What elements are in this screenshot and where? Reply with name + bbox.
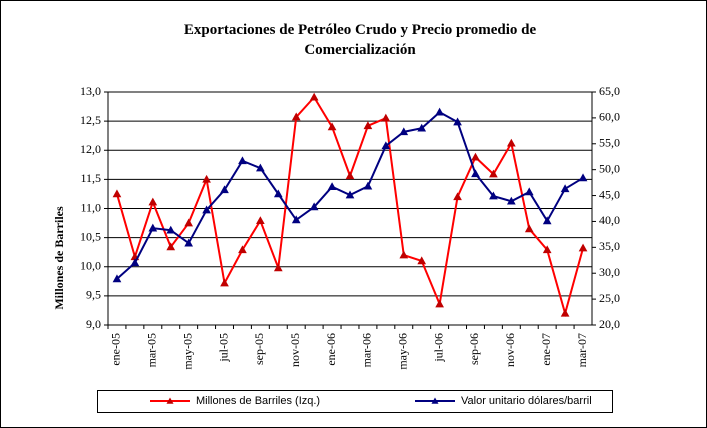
point-marker	[435, 299, 444, 308]
y-tick-label: 9,5	[86, 288, 101, 302]
point-marker	[363, 121, 373, 130]
y2-tick-label: 25,0	[599, 291, 620, 305]
point-marker	[202, 205, 211, 214]
point-marker	[381, 113, 391, 122]
point-marker	[542, 216, 552, 225]
point-marker	[166, 225, 176, 234]
x-tick-label: ene-07	[539, 333, 553, 366]
y2-tick-label: 35,0	[599, 239, 620, 253]
point-marker	[220, 185, 229, 194]
x-tick-label: sep-05	[252, 333, 266, 365]
point-marker	[578, 243, 588, 252]
point-marker	[506, 138, 516, 147]
y-tick-label: 11,5	[80, 171, 101, 185]
point-marker	[471, 152, 480, 161]
x-tick-label: jul-05	[216, 333, 230, 363]
point-marker	[309, 92, 319, 101]
y-tick-label: 11,0	[80, 200, 101, 214]
plot-frame	[107, 91, 593, 326]
point-marker	[291, 215, 301, 224]
y2-tick-label: 20,0	[599, 317, 620, 331]
legend-marker	[166, 397, 174, 404]
legend-label: Valor unitario dólares/barril	[461, 395, 592, 407]
point-marker	[399, 250, 409, 259]
point-marker	[220, 278, 229, 287]
point-marker	[453, 117, 462, 126]
point-marker	[327, 182, 337, 191]
point-marker	[202, 174, 211, 183]
point-marker	[489, 191, 498, 200]
point-marker	[578, 173, 588, 182]
point-marker	[345, 171, 355, 180]
y2-tick-label: 45,0	[599, 187, 620, 201]
chart-title: Exportaciones de Petróleo Crudo y Precio…	[183, 22, 537, 58]
point-marker	[345, 190, 355, 199]
y2-tick-label: 50,0	[599, 161, 620, 175]
x-tick-label: mar-05	[145, 333, 159, 367]
y2-tick-label: 65,0	[599, 84, 620, 98]
y2-tick-label: 55,0	[599, 136, 620, 150]
point-marker	[112, 189, 122, 198]
point-marker	[506, 196, 516, 205]
point-marker	[453, 192, 462, 201]
point-marker	[291, 112, 301, 121]
point-marker	[524, 224, 534, 233]
y-tick-label: 10,5	[80, 229, 101, 243]
point-marker	[524, 187, 534, 196]
x-tick-label: may-06	[396, 333, 410, 370]
point-marker	[381, 141, 391, 150]
point-marker	[148, 197, 158, 206]
y-tick-label: 13,0	[80, 84, 101, 98]
point-marker	[184, 238, 194, 247]
x-tick-label: mar-06	[360, 333, 374, 367]
point-marker	[471, 169, 480, 178]
x-tick-label: jul-06	[431, 333, 445, 363]
x-tick-label: nov-05	[288, 333, 302, 367]
point-marker	[309, 202, 319, 211]
x-tick-label: mar-07	[575, 333, 589, 367]
point-marker	[363, 181, 373, 190]
point-marker	[148, 223, 158, 232]
point-marker	[435, 107, 444, 116]
point-marker	[489, 169, 498, 178]
point-marker	[256, 216, 265, 225]
point-marker	[112, 274, 122, 283]
x-tick-label: nov-06	[503, 333, 517, 367]
point-marker	[184, 218, 194, 227]
point-marker	[327, 122, 337, 131]
point-marker	[130, 258, 140, 267]
x-tick-label: may-05	[180, 333, 194, 370]
legend-box	[97, 390, 613, 413]
y2-tick-label: 60,0	[599, 110, 620, 124]
y-tick-label: 12,5	[80, 113, 101, 127]
point-marker	[560, 184, 570, 193]
point-marker	[542, 245, 552, 254]
y2-tick-label: 40,0	[599, 213, 620, 227]
y-tick-label: 9,0	[86, 317, 101, 331]
point-marker	[238, 245, 247, 254]
x-tick-label: sep-06	[467, 333, 481, 365]
point-marker	[417, 256, 427, 265]
y2-tick-label: 30,0	[599, 265, 620, 279]
point-marker	[560, 308, 570, 317]
legend-marker	[431, 397, 439, 404]
y-tick-label: 10,0	[80, 259, 101, 273]
legend-label: Millones de Barriles (Izq.)	[196, 395, 320, 407]
x-tick-label: ene-06	[324, 333, 338, 366]
point-marker	[256, 163, 265, 172]
y-tick-label: 12,0	[80, 142, 101, 156]
point-marker	[166, 242, 176, 251]
point-marker	[273, 263, 283, 272]
point-marker	[238, 156, 247, 165]
point-marker	[417, 123, 427, 132]
y-axis-label: Millones de Barriles	[52, 206, 66, 310]
point-marker	[399, 127, 409, 136]
point-marker	[273, 189, 283, 198]
x-tick-label: ene-05	[109, 333, 123, 366]
